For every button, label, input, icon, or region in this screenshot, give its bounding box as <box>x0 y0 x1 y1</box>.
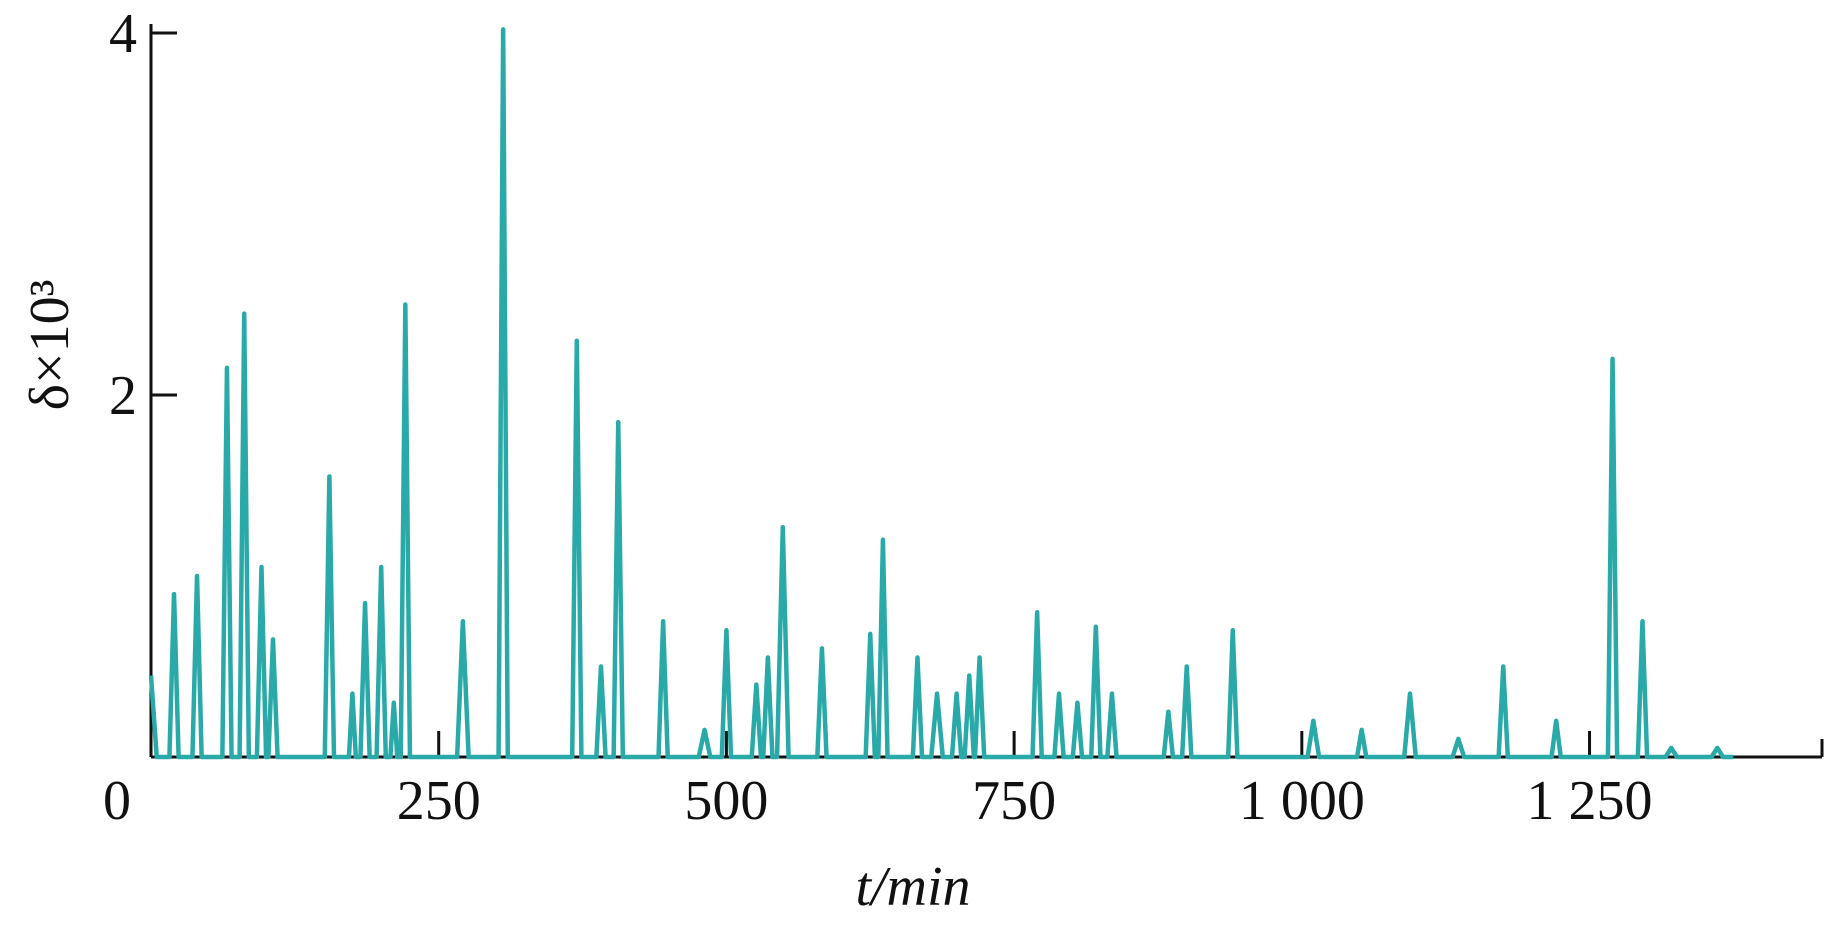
x-axis-label: t/min <box>855 856 970 918</box>
y-tick-label: 2 <box>109 365 137 427</box>
y-tick-label: 4 <box>109 3 137 65</box>
x-tick-label: 250 <box>397 770 481 832</box>
x-tick-label: 1 250 <box>1527 770 1653 832</box>
x-tick-label: 0 <box>103 770 131 832</box>
x-tick-label: 1 000 <box>1239 770 1365 832</box>
data-line <box>148 27 1734 760</box>
x-tick-label: 750 <box>972 770 1056 832</box>
x-tick-label: 500 <box>684 770 768 832</box>
y-axis-label: δ×10³ <box>19 280 81 411</box>
